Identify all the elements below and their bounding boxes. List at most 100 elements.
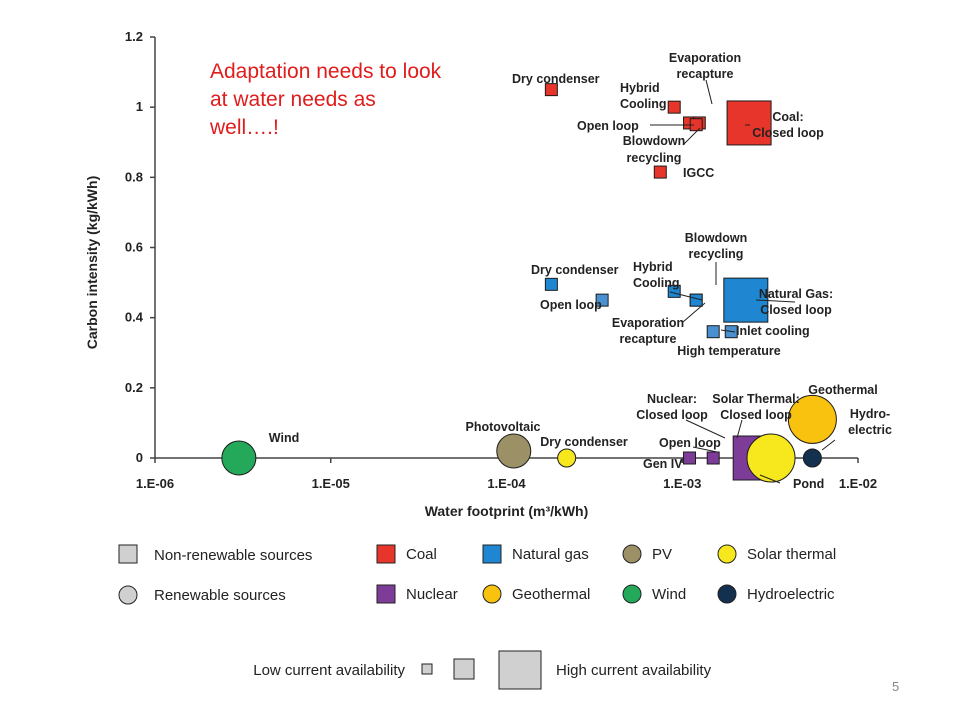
point-label-nuclear-open-loop: Open loop [659, 436, 721, 450]
point-label-natural_gas_light-evaporation-recapture: recapture [620, 332, 677, 346]
point-label-natural_gas-natural-gas-closed-loop: Closed loop [760, 303, 832, 317]
marker-solar_thermal-solar-thermal-closed-loop [746, 433, 796, 483]
legend-label-natural-gas: Natural gas [512, 546, 589, 563]
marker-solar_thermal-dry-condenser [557, 448, 577, 468]
legend-label-pv: PV [652, 546, 672, 563]
legend-label-nuclear: Nuclear [406, 586, 458, 603]
marker-natural_gas_light-open-loop [595, 293, 609, 307]
legend-swatch-solar-thermal [717, 544, 737, 564]
point-label-coal-coal-closed-loop: Closed loop [752, 126, 824, 140]
x-tick-label: 1.E-02 [839, 476, 877, 491]
point-label-nuclear-nuclear-closed-loop: Nuclear: [647, 392, 697, 406]
marker-nuclear-gen-iv [683, 451, 697, 465]
y-tick-label: 0.8 [125, 169, 143, 184]
y-tick-label: 0.6 [125, 240, 143, 255]
leader-line [821, 439, 836, 451]
y-tick-label: 0 [136, 450, 143, 465]
point-label-solar_thermal-solar-thermal-closed-loop: Solar Thermal: [712, 392, 800, 406]
legend-swatch-nuclear [376, 584, 396, 604]
y-tick-label: 0.4 [125, 310, 144, 325]
point-label-pv-photovoltaic: Photovoltaic [465, 420, 540, 434]
slide-note: Adaptation needs to look at water needs … [210, 60, 442, 139]
legend-size-small [421, 663, 433, 675]
point-label-coal-blowdown-recycling: recycling [627, 151, 682, 165]
point-label-natural_gas-dry-condenser: Dry condenser [531, 263, 619, 277]
marker-natural_gas-blowdown-recycling [689, 293, 703, 307]
legend-label-hydroelectric: Hydroelectric [747, 586, 835, 603]
marker-wind-wind [221, 440, 257, 476]
legend-label-wind: Wind [652, 586, 686, 603]
legend-size-large [498, 650, 542, 690]
point-label-coal-evaporation-recapture: recapture [677, 67, 734, 81]
point-label-nuclear-nuclear-closed-loop: Closed loop [636, 408, 708, 422]
point-label-natural_gas_light-evaporation-recapture: Evaporation [612, 316, 684, 330]
x-axis-label: Water footprint (m³/kWh) [425, 503, 589, 519]
point-label-natural_gas-hybrid-cooling: Cooling [633, 276, 680, 290]
marker-hydroelectric-hydro-electric [802, 448, 822, 468]
legend-label-renewable: Renewable sources [154, 587, 286, 604]
page-number: 5 [892, 679, 900, 694]
leader-line [736, 419, 743, 439]
point-label-geothermal-geothermal: Geothermal [808, 383, 877, 397]
legend-swatch-hydroelectric [717, 584, 737, 604]
marker-geothermal-geothermal [787, 394, 837, 444]
marker-coal-hybrid-cooling [667, 100, 681, 114]
point-label-nuclear-gen-iv: Gen IV [643, 457, 683, 471]
legend-swatch-wind [622, 584, 642, 604]
leader-line [705, 79, 713, 105]
leader-line [682, 127, 701, 146]
point-label-natural_gas-natural-gas-closed-loop: Natural Gas: [759, 287, 833, 301]
legend-square-swatch [118, 544, 138, 564]
leader-line [759, 474, 781, 484]
legend-swatch-pv [622, 544, 642, 564]
marker-coal-dry-condenser [544, 83, 558, 97]
point-label-coal-igcc: IGCC [683, 166, 714, 180]
point-label-hydroelectric-hydro-electric: electric [848, 423, 892, 437]
point-label-solar_thermal-dry-condenser: Dry condenser [540, 435, 628, 449]
marker-natural_gas-dry-condenser [544, 277, 558, 291]
x-tick-label: 1.E-03 [663, 476, 701, 491]
point-label-coal-evaporation-recapture: Evaporation [669, 51, 741, 65]
marker-natural_gas-hybrid-cooling [667, 284, 681, 298]
marker-pv-photovoltaic [496, 433, 532, 469]
point-label-coal-dry-condenser: Dry condenser [512, 72, 600, 86]
leader-line [720, 329, 736, 333]
point-label-coal-hybrid-cooling: Cooling [620, 97, 667, 111]
leader-line [685, 419, 726, 439]
point-label-natural_gas_light-high-temperature: High temperature [677, 344, 781, 358]
marker-coal-coal-closed-loop [726, 100, 772, 146]
x-tick-label: 1.E-06 [136, 476, 174, 491]
legend-label-geothermal: Geothermal [512, 586, 590, 603]
point-label-natural_gas-blowdown-recycling: Blowdown [685, 231, 748, 245]
y-tick-label: 0.2 [125, 380, 143, 395]
legend-label-non-renewable: Non-renewable sources [154, 547, 312, 564]
point-label-coal-coal-closed-loop: Coal: [772, 110, 803, 124]
y-axis-label: Carbon intensity (kg/kWh) [84, 176, 100, 349]
marker-natural_gas_light-high-temperature [706, 325, 720, 339]
marker-coal-igcc [653, 165, 667, 179]
point-label-solar_thermal-solar-thermal-closed-loop: Closed loop [720, 408, 792, 422]
point-label-hydroelectric-hydro-electric: Hydro- [850, 407, 890, 421]
point-label-coal-blowdown-recycling: Blowdown [623, 134, 686, 148]
legend-high-availability-label: High current availability [556, 662, 712, 679]
legend-swatch-geothermal [482, 584, 502, 604]
point-label-wind-wind: Wind [269, 431, 299, 445]
legend-circle-swatch [118, 585, 138, 605]
point-label-natural_gas_light-inlet-cooling: Inlet cooling [736, 324, 810, 338]
x-tick-label: 1.E-05 [312, 476, 350, 491]
point-label-coal-hybrid-cooling: Hybrid [620, 81, 660, 95]
leader-line [755, 299, 796, 303]
leader-line [669, 291, 703, 301]
point-label-natural_gas-hybrid-cooling: Hybrid [633, 260, 673, 274]
legend-swatch-coal [376, 544, 396, 564]
marker-nuclear-open-loop [706, 451, 720, 465]
leader-line [682, 302, 706, 323]
y-tick-label: 1 [136, 99, 143, 114]
annotation-pond: Pond [793, 477, 824, 491]
point-label-coal-open-loop: Open loop [577, 119, 639, 133]
point-label-natural_gas-blowdown-recycling: recycling [689, 247, 744, 261]
y-tick-label: 1.2 [125, 29, 143, 44]
legend-low-availability-label: Low current availability [253, 662, 405, 679]
point-label-natural_gas_light-open-loop: Open loop [540, 298, 602, 312]
